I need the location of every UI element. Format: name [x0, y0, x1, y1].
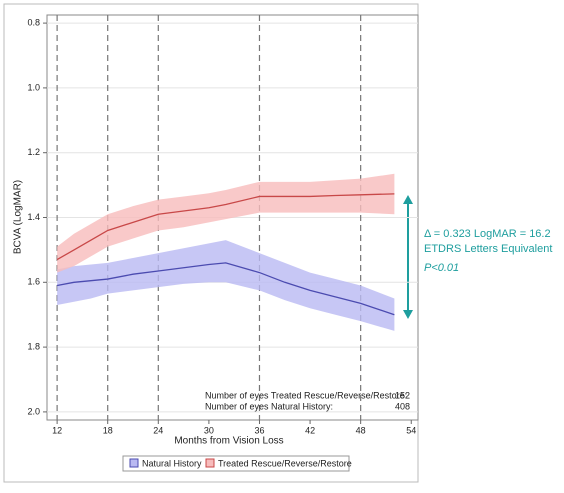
- y-tick-label: 1.8: [27, 341, 40, 351]
- x-tick-label: 54: [406, 425, 416, 435]
- confidence-band: [57, 240, 395, 331]
- x-axis-label: Months from Vision Loss: [174, 436, 283, 447]
- count-label: Number of eyes Treated Rescue/Reverse/Re…: [205, 390, 407, 400]
- x-tick-label: 36: [254, 425, 264, 435]
- delta-annotation: ETDRS Letters Equivalent: [424, 243, 552, 255]
- x-tick-label: 12: [52, 425, 62, 435]
- y-tick-label: 2.0: [27, 406, 40, 416]
- y-tick-label: 1.4: [27, 212, 40, 222]
- series-line: [56, 193, 395, 261]
- arrow-head: [403, 195, 413, 204]
- y-tick-label: 1.2: [27, 147, 40, 157]
- count-value: 152: [395, 390, 410, 400]
- confidence-band: [57, 173, 395, 273]
- x-tick-label: 42: [305, 425, 315, 435]
- p-value: P<0.01: [424, 262, 459, 274]
- series-line: [56, 262, 395, 316]
- legend-swatch: [129, 458, 139, 468]
- count-value: 408: [395, 401, 410, 411]
- y-axis-label: BCVA (LogMAR): [13, 180, 24, 254]
- arrow-head: [403, 310, 413, 319]
- legend-swatch: [205, 458, 215, 468]
- count-label: Number of eyes Natural History:: [205, 401, 333, 411]
- x-tick-label: 48: [356, 425, 366, 435]
- legend-label: Natural History: [142, 458, 202, 468]
- legend-box: [122, 455, 350, 472]
- x-tick-label: 30: [204, 425, 214, 435]
- y-tick-label: 1.6: [27, 277, 40, 287]
- y-tick-label: 0.8: [27, 17, 40, 27]
- y-tick-label: 1.0: [27, 82, 40, 92]
- delta-arrow: [403, 195, 413, 319]
- x-tick-label: 18: [103, 425, 113, 435]
- legend-label: Treated Rescue/Reverse/Restore: [218, 458, 352, 468]
- x-tick-label: 24: [153, 425, 163, 435]
- delta-annotation: Δ = 0.323 LogMAR = 16.2: [424, 228, 551, 240]
